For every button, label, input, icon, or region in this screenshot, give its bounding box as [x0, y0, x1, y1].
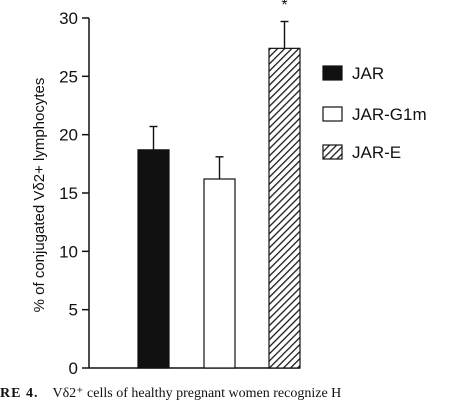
legend-swatch-jar-e [322, 144, 343, 160]
legend-swatch-jar [322, 65, 343, 81]
legend-label: JAR-G1m [352, 105, 427, 124]
y-tick-label: 25 [59, 67, 78, 86]
caption-label: RE 4. [0, 386, 39, 401]
axes: 0 5 10 15 20 25 30 [59, 9, 300, 378]
legend-label: JAR-E [352, 143, 401, 162]
legend-label: JAR [352, 64, 384, 83]
significance-marker: * [281, 0, 287, 14]
caption-text: Vδ2⁺ cells of healthy pregnant women rec… [52, 386, 342, 401]
y-tick-label: 5 [69, 301, 78, 320]
y-tick-label: 15 [59, 184, 78, 203]
bar-jar-g1m [203, 178, 236, 369]
bar-jar-e [268, 47, 301, 369]
y-tick-label: 20 [59, 126, 78, 145]
bar-jar [137, 149, 170, 369]
legend-swatch-jar-g1m [322, 106, 343, 122]
legend: JAR JAR-G1m JAR-E [322, 64, 427, 162]
y-tick-label: 30 [59, 9, 78, 28]
y-axis-label: % of conjugated Vδ2+ lymphocytes [31, 78, 48, 313]
y-tick-label: 0 [69, 359, 78, 378]
y-tick-label: 10 [59, 242, 78, 261]
figure-caption: RE 4. Vδ2⁺ cells of healthy pregnant wome… [0, 383, 474, 404]
bars: * [137, 0, 301, 369]
